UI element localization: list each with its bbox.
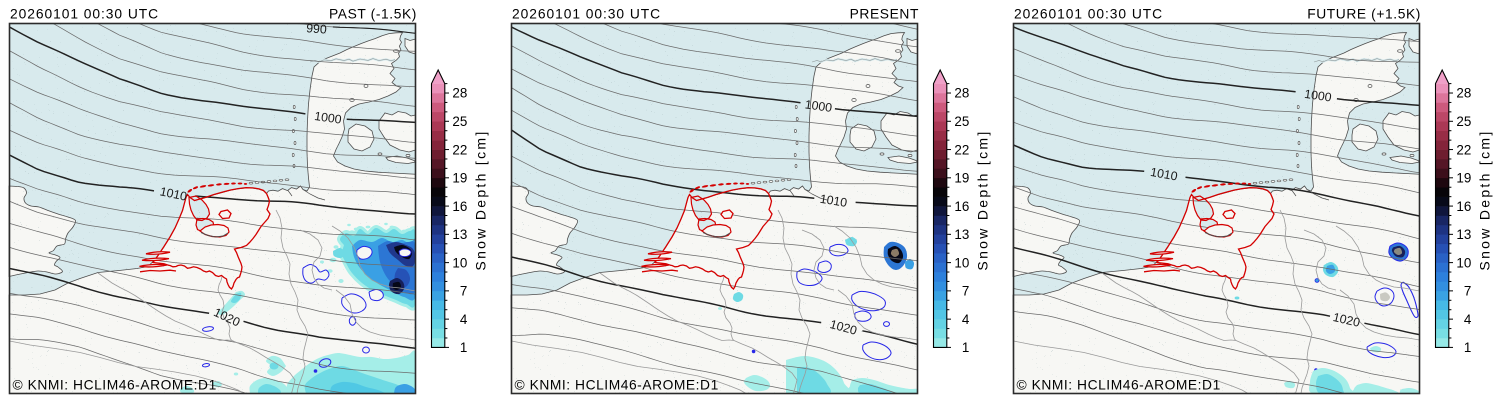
svg-text:1010: 1010 bbox=[159, 184, 189, 203]
svg-text:1010: 1010 bbox=[819, 192, 848, 210]
svg-text:20260101 00:30 UTC: 20260101 00:30 UTC bbox=[512, 7, 661, 22]
svg-text:© KNMI: HCLIM46-AROME:D1: © KNMI: HCLIM46-AROME:D1 bbox=[13, 378, 217, 393]
svg-text:© KNMI: HCLIM46-AROME:D1: © KNMI: HCLIM46-AROME:D1 bbox=[1017, 378, 1221, 393]
svg-text:FUTURE (+1.5K): FUTURE (+1.5K) bbox=[1307, 7, 1421, 22]
svg-text:PAST (-1.5K): PAST (-1.5K) bbox=[329, 7, 417, 22]
svg-text:1010: 1010 bbox=[1149, 165, 1179, 184]
svg-text:990: 990 bbox=[306, 21, 328, 36]
svg-text:PRESENT: PRESENT bbox=[850, 7, 919, 22]
svg-text:© KNMI: HCLIM46-AROME:D1: © KNMI: HCLIM46-AROME:D1 bbox=[515, 378, 719, 393]
svg-text:20260101 00:30 UTC: 20260101 00:30 UTC bbox=[1014, 7, 1163, 22]
svg-text:1000: 1000 bbox=[804, 97, 833, 115]
svg-text:1000: 1000 bbox=[1303, 87, 1332, 105]
svg-text:20260101 00:30 UTC: 20260101 00:30 UTC bbox=[10, 7, 159, 22]
svg-text:1020: 1020 bbox=[828, 317, 858, 338]
svg-text:1020: 1020 bbox=[1332, 310, 1362, 330]
svg-text:1000: 1000 bbox=[313, 109, 342, 127]
